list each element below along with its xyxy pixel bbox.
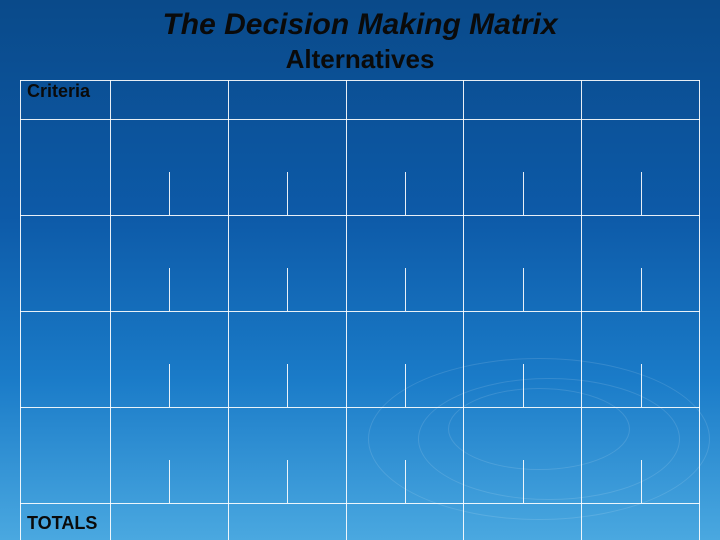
criteria-label-cell	[21, 408, 111, 504]
totals-row: TOTALS	[21, 504, 700, 540]
matrix-cell	[228, 312, 346, 408]
totals-cell	[464, 504, 582, 540]
matrix-cell	[111, 312, 229, 408]
decision-matrix: Criteria	[20, 80, 700, 520]
slide-title: The Decision Making Matrix	[0, 0, 720, 42]
matrix-cell	[582, 312, 700, 408]
matrix-cell	[464, 216, 582, 312]
alternative-header	[111, 81, 229, 120]
totals-cell	[346, 504, 464, 540]
alternative-header	[228, 81, 346, 120]
matrix-cell	[111, 120, 229, 216]
matrix-header-row: Criteria	[21, 81, 700, 120]
alternative-header	[582, 81, 700, 120]
matrix-cell	[346, 216, 464, 312]
matrix-cell	[582, 120, 700, 216]
alternative-header	[346, 81, 464, 120]
criteria-row	[21, 408, 700, 504]
matrix-cell	[464, 408, 582, 504]
matrix-cell	[346, 312, 464, 408]
matrix-cell	[582, 216, 700, 312]
criteria-label-cell	[21, 216, 111, 312]
criteria-label-cell	[21, 120, 111, 216]
alternative-header	[464, 81, 582, 120]
matrix-cell	[228, 120, 346, 216]
criteria-row	[21, 312, 700, 408]
criteria-label-cell	[21, 312, 111, 408]
matrix-cell	[464, 120, 582, 216]
matrix-cell	[582, 408, 700, 504]
criteria-row	[21, 120, 700, 216]
matrix-cell	[464, 312, 582, 408]
totals-cell	[582, 504, 700, 540]
criteria-header: Criteria	[21, 81, 111, 120]
matrix-cell	[346, 120, 464, 216]
totals-label: TOTALS	[21, 504, 111, 540]
matrix-table: Criteria	[20, 80, 700, 540]
matrix-cell	[228, 216, 346, 312]
slide-subtitle: Alternatives	[0, 44, 720, 75]
slide: The Decision Making Matrix Alternatives …	[0, 0, 720, 540]
totals-cell	[111, 504, 229, 540]
criteria-row	[21, 216, 700, 312]
matrix-cell	[111, 216, 229, 312]
totals-cell	[228, 504, 346, 540]
matrix-cell	[228, 408, 346, 504]
matrix-cell	[346, 408, 464, 504]
matrix-cell	[111, 408, 229, 504]
